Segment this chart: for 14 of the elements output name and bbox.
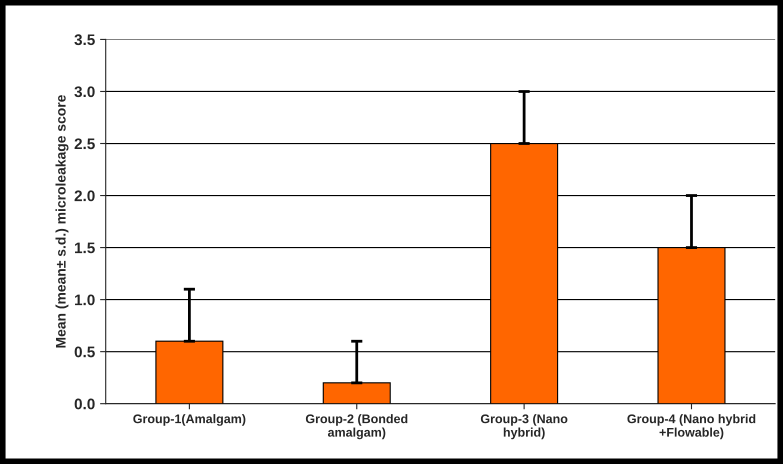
y-tick-label: 0.5 xyxy=(74,346,95,358)
y-tick-label: 0.0 xyxy=(74,398,95,410)
x-tick-label: Group-4 (Nano hybrid +Flowable) xyxy=(627,414,756,440)
y-tick-label: 1.0 xyxy=(75,294,95,306)
y-axis-title: Mean (mean± s.d.) microleakage score xyxy=(55,95,68,348)
x-tick-label: Group-2 (Bonded amalgam) xyxy=(306,414,408,440)
y-tick-label: 3.5 xyxy=(74,34,95,46)
bar xyxy=(322,382,391,404)
y-tick-label: 1.5 xyxy=(75,242,95,254)
y-tick-label: 3.0 xyxy=(74,86,95,98)
x-tick-label: Group-1(Amalgam) xyxy=(133,414,246,426)
y-tick-label: 2.5 xyxy=(74,138,95,150)
x-tick-label: Group-3 (Nano hybrid) xyxy=(480,414,568,440)
y-tick-label: 2.0 xyxy=(74,190,95,202)
